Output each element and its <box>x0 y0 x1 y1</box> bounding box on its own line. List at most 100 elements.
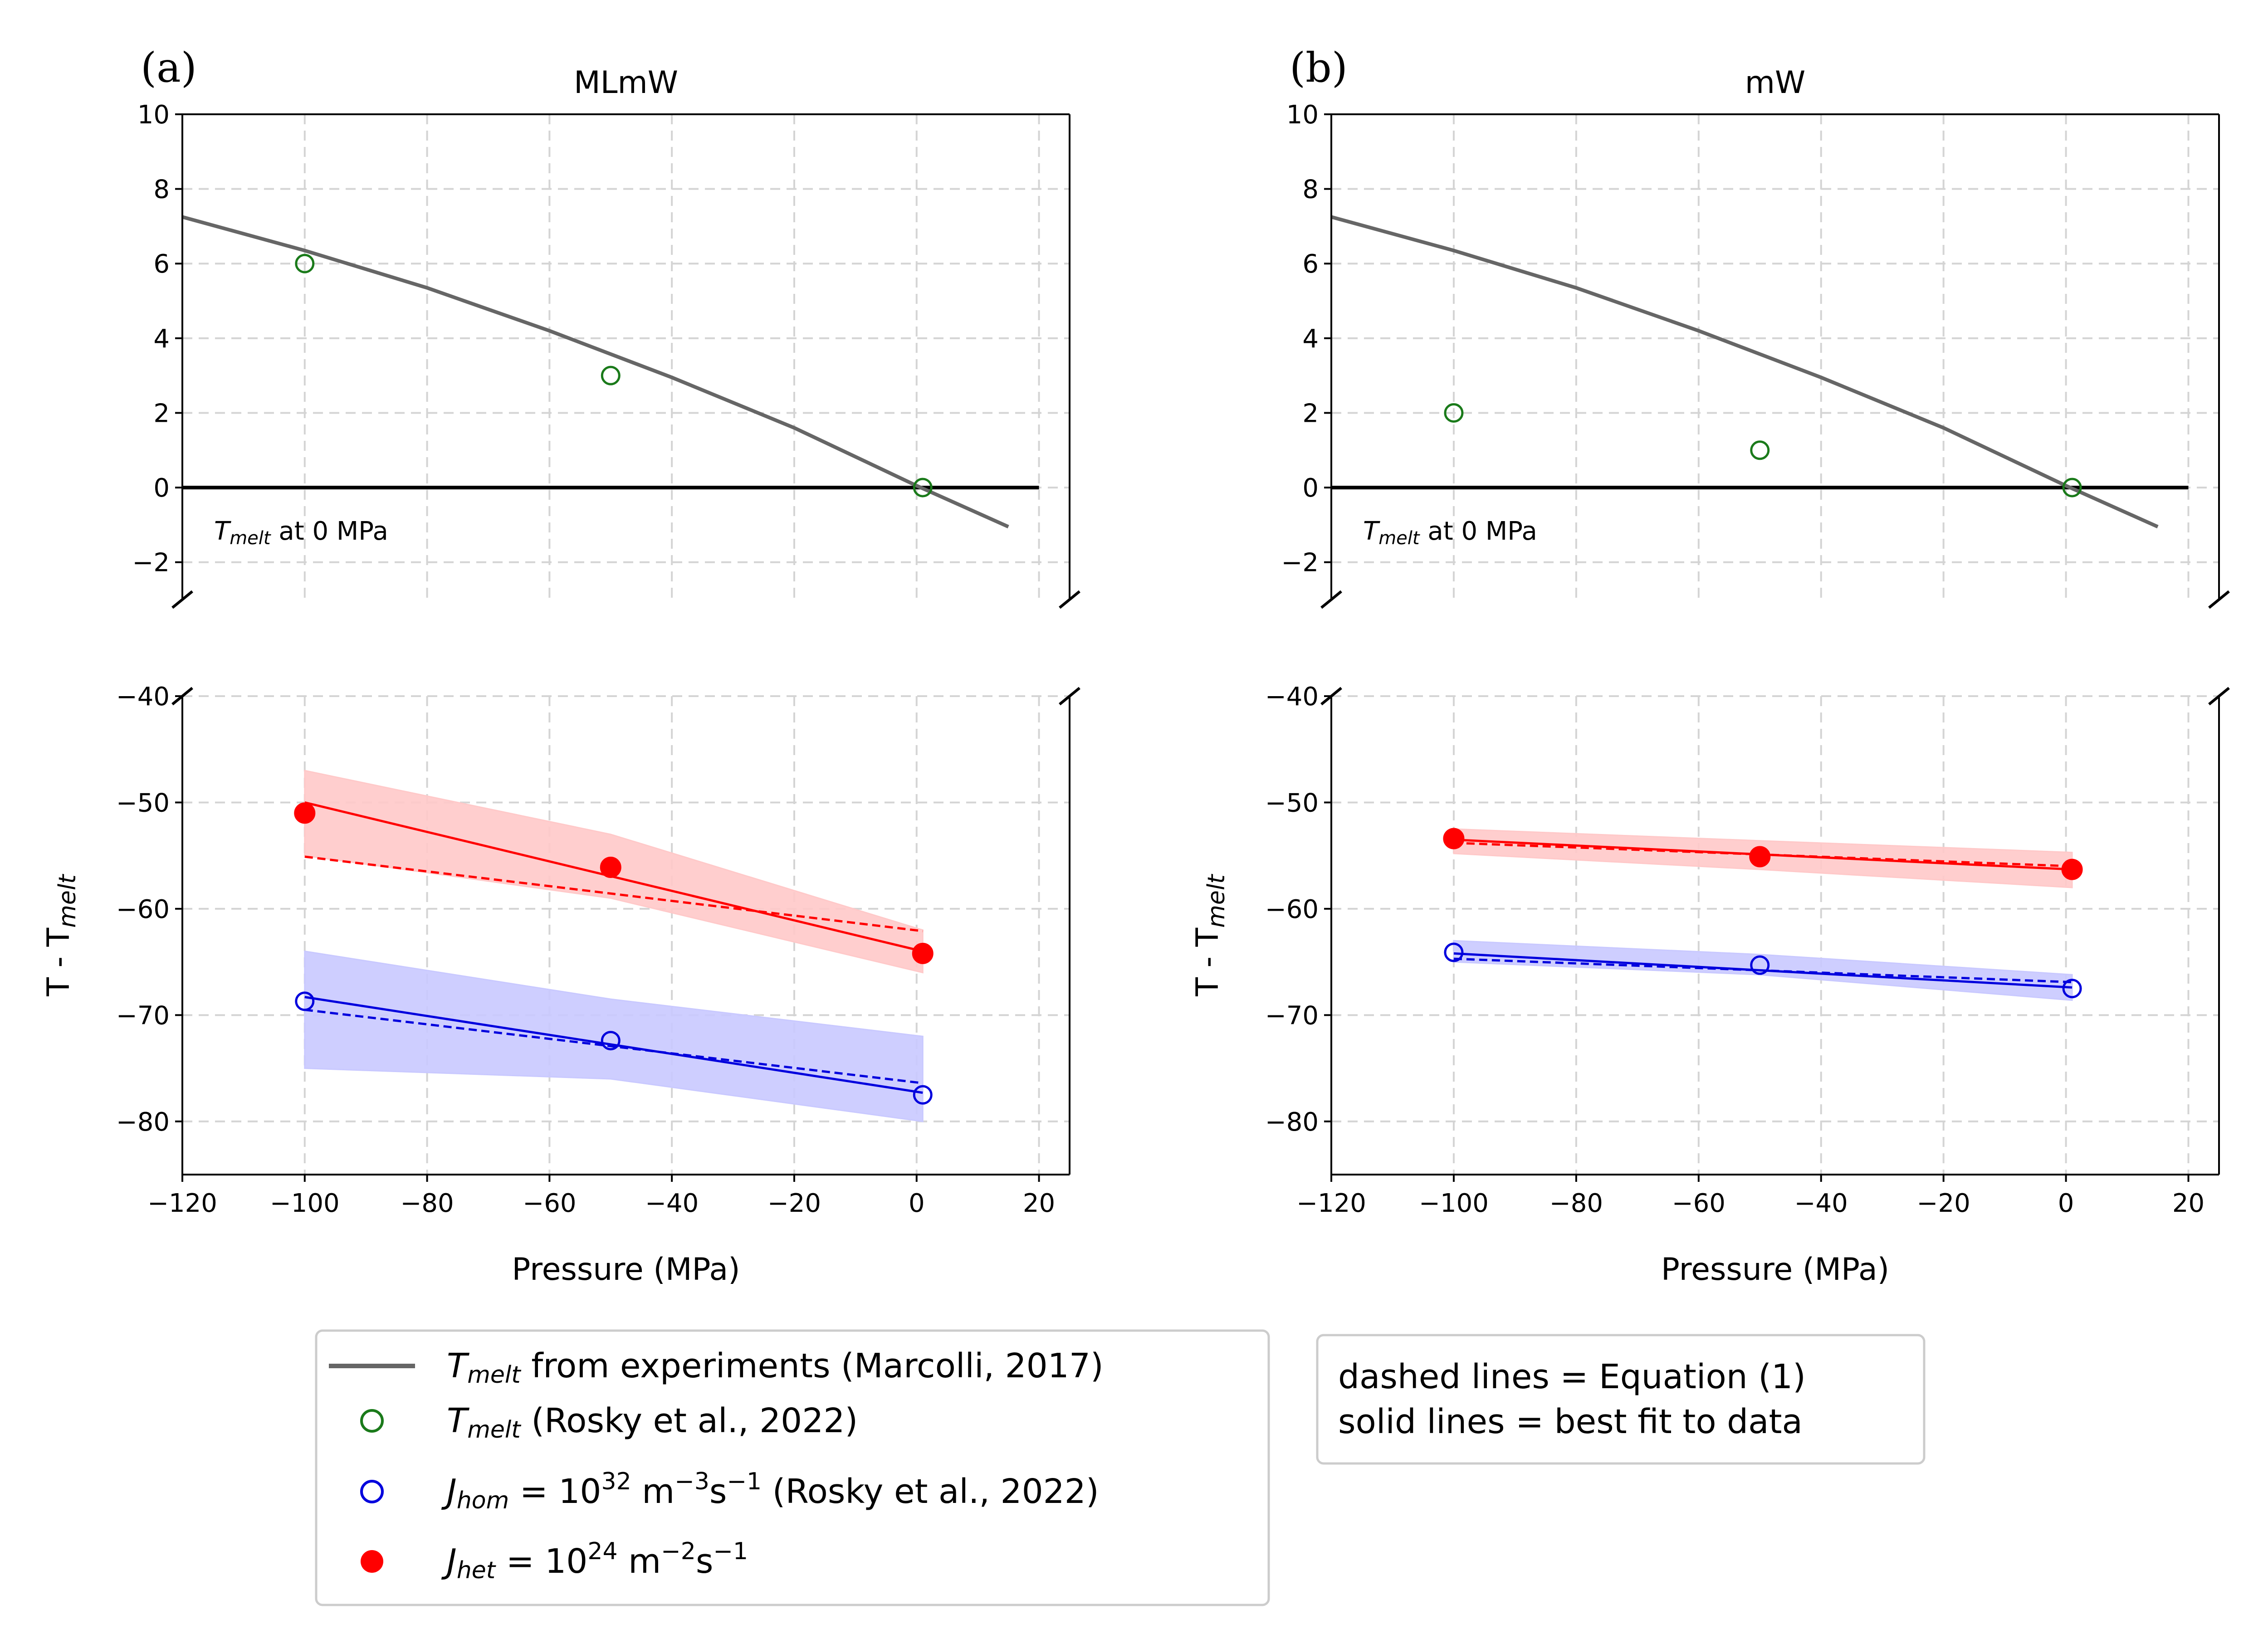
annotation-sub: melt <box>1378 528 1420 549</box>
y-tick-label-top: 0 <box>153 473 170 503</box>
hom-data-point <box>1750 955 1770 975</box>
x-tick-label: −20 <box>767 1189 821 1218</box>
tmelt-rosky-point <box>1750 440 1770 460</box>
axis-break-mark <box>1320 590 1342 609</box>
hom-data-point <box>1444 942 1464 962</box>
legend-jhet-unit: m <box>618 1542 661 1581</box>
y-axis-label-main: T - T <box>1190 927 1226 996</box>
axis-break-mark <box>2208 590 2230 609</box>
note-box-frame <box>1316 1334 1926 1465</box>
y-tick-label-top: 4 <box>1302 324 1319 354</box>
hom-data-point <box>601 1031 621 1051</box>
axis-break-mark <box>171 590 193 609</box>
x-tick-label: −80 <box>400 1189 454 1218</box>
y-tick-label-bottom: −40 <box>1265 682 1319 712</box>
y-tick-label-top: 4 <box>153 324 170 354</box>
annotation-rest: at 0 MPa <box>1420 517 1537 546</box>
legend-marker-tmelt-rosky <box>360 1409 384 1433</box>
het-data-point <box>294 802 316 824</box>
legend-jhet-unit-exp2: −1 <box>713 1538 748 1565</box>
x-tick-label: 0 <box>2058 1189 2074 1218</box>
legend-tmelt-sub: melt <box>467 1361 521 1389</box>
panel-letter: (b) <box>1290 44 1348 92</box>
y-tick-label-top: 2 <box>153 399 170 428</box>
x-tick-label: −100 <box>270 1189 340 1218</box>
legend-jhet-sub: het <box>457 1557 496 1584</box>
legend-jhet-eq: = 10 <box>495 1542 587 1581</box>
legend-tmelt2-sub: melt <box>467 1416 521 1444</box>
axis-break-mark <box>1059 687 1080 706</box>
y-tick-label-bottom: −80 <box>1265 1107 1319 1137</box>
x-tick-label: 20 <box>2172 1189 2204 1218</box>
tmelt-annotation: Tmelt at 0 MPa <box>214 517 388 549</box>
tmelt-rosky-point <box>2062 478 2082 497</box>
y-tick-label-top: 10 <box>1286 100 1319 130</box>
y-tick-label-top: 8 <box>1302 175 1319 205</box>
legend-tmelt2-symbol: T <box>447 1401 470 1440</box>
legend-tmelt-rest: from experiments (Marcolli, 2017) <box>521 1346 1104 1385</box>
x-tick-label: −60 <box>1672 1189 1725 1218</box>
panel-title: mW <box>1745 65 1805 101</box>
het-data-point <box>2061 858 2083 880</box>
legend-tmelt-symbol: T <box>447 1346 470 1385</box>
tmelt-experiment-curve <box>1330 215 2159 529</box>
legend-frame <box>315 1329 1270 1606</box>
note-box-line1: dashed lines = Equation (1) <box>1338 1357 1806 1396</box>
legend-jhom-unit-exp2: −1 <box>727 1468 762 1495</box>
legend-jhom-unit: m <box>631 1472 675 1511</box>
y-tick-label-top: −2 <box>1281 548 1319 578</box>
y-tick-label-bottom: −40 <box>116 682 170 712</box>
x-axis-label: Pressure (MPa) <box>512 1252 740 1288</box>
x-tick-label: 0 <box>909 1189 925 1218</box>
annotation-symbol: T <box>1363 517 1380 546</box>
x-tick-label: −100 <box>1419 1189 1489 1218</box>
hom-equation-line <box>304 1009 923 1084</box>
top-axes: Tmelt at 0 MPa <box>181 215 1039 549</box>
hom-data-point <box>2062 979 2082 999</box>
x-tick-label: −120 <box>1296 1189 1366 1218</box>
x-axis-label: Pressure (MPa) <box>1661 1252 1889 1288</box>
legend-marker-het <box>361 1550 383 1573</box>
legend-label-het: Jhet = 1024 m−2s−1 <box>441 1538 748 1584</box>
grid <box>1330 113 2219 1175</box>
x-tick-label: −60 <box>523 1189 576 1218</box>
hom-equation-line <box>1453 957 2072 984</box>
bottom-axes <box>294 770 934 1122</box>
x-tick-label: 20 <box>1023 1189 1055 1218</box>
legend-label-hom: Jhom = 1032 m−3s−1 (Rosky et al., 2022) <box>441 1468 1099 1514</box>
panel-b: Tmelt at 0 MPa−20246810−40−50−60−70−80−1… <box>1190 44 2230 1288</box>
legend-jhom-sub: hom <box>457 1487 509 1514</box>
axis-break-mark <box>1059 590 1080 609</box>
y-tick-label-bottom: −60 <box>1265 895 1319 924</box>
axis-break-mark <box>2208 687 2230 706</box>
y-tick-label-bottom: −70 <box>1265 1001 1319 1030</box>
annotation-sub: melt <box>230 528 271 549</box>
het-data-point <box>1443 828 1465 849</box>
annotation-rest: at 0 MPa <box>271 517 388 546</box>
legend-jhom-exp: 32 <box>601 1468 631 1495</box>
legend-jhom-unit-exp1: −3 <box>675 1468 709 1495</box>
y-tick-label-bottom: −50 <box>1265 788 1319 818</box>
tmelt-experiment-curve <box>181 215 1009 529</box>
tmelt-annotation: Tmelt at 0 MPa <box>1363 517 1537 549</box>
legend: Tmelt from experiments (Marcolli, 2017) … <box>315 1329 1270 1606</box>
y-tick-label-top: −2 <box>132 548 170 578</box>
panel-a: Tmelt at 0 MPa−20246810−40−50−60−70−80−1… <box>41 44 1080 1288</box>
top-axes: Tmelt at 0 MPa <box>1330 215 2189 549</box>
panels: Tmelt at 0 MPa−20246810−40−50−60−70−80−1… <box>41 44 2230 1288</box>
panel-title: MLmW <box>574 65 678 101</box>
y-tick-label-top: 0 <box>1302 473 1319 503</box>
y-tick-label-top: 8 <box>153 175 170 205</box>
hom-uncertainty-band <box>304 950 924 1122</box>
het-data-point <box>600 856 621 878</box>
het-data-point <box>912 942 934 964</box>
x-tick-label: −40 <box>1794 1189 1848 1218</box>
spines <box>1320 113 2230 1175</box>
note-box-line2: solid lines = best fit to data <box>1338 1402 1803 1441</box>
legend-tmelt2-rest: (Rosky et al., 2022) <box>521 1401 858 1440</box>
legend-jhet-unit2: s <box>696 1542 714 1581</box>
x-tick-label: −20 <box>1917 1189 1970 1218</box>
